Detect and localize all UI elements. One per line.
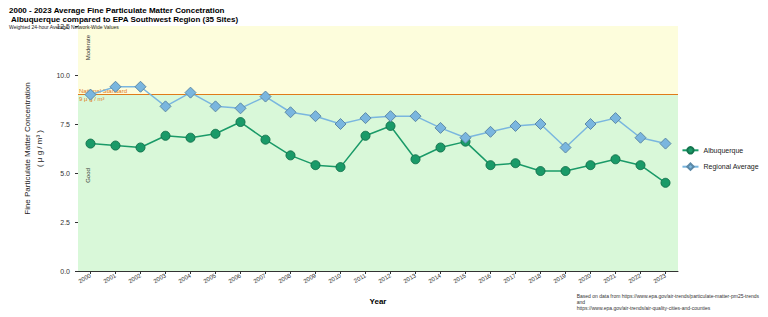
svg-text:2004: 2004 — [177, 272, 192, 284]
svg-text:Fine Particulate Matter Concen: Fine Particulate Matter Concentration — [23, 82, 32, 215]
svg-text:2008: 2008 — [277, 272, 292, 284]
svg-text:2.5: 2.5 — [60, 219, 70, 226]
svg-text:2006: 2006 — [227, 272, 242, 284]
svg-text:2023: 2023 — [652, 272, 667, 284]
svg-text:Moderate: Moderate — [85, 34, 91, 60]
svg-text:7.5: 7.5 — [60, 121, 70, 128]
svg-text:2011: 2011 — [353, 272, 368, 284]
svg-text:and: and — [576, 299, 585, 305]
svg-text:( μ g / m³ ): ( μ g / m³ ) — [35, 130, 44, 167]
svg-text:Albuquerque compared to EPA So: Albuquerque compared to EPA Southwest Re… — [9, 15, 238, 24]
svg-text:10.0: 10.0 — [56, 72, 70, 79]
svg-text:2002: 2002 — [127, 272, 142, 284]
svg-text:2022: 2022 — [627, 272, 642, 284]
svg-text:2013: 2013 — [402, 272, 417, 284]
svg-text:2018: 2018 — [527, 272, 542, 284]
svg-text:2000: 2000 — [77, 272, 92, 284]
svg-text:Regional Average: Regional Average — [703, 163, 758, 171]
svg-text:Based on data from https://www: Based on data from https://www.epa.gov/a… — [577, 293, 760, 299]
svg-text:Good: Good — [85, 168, 91, 183]
svg-text:Year: Year — [370, 297, 387, 306]
svg-text:2009: 2009 — [302, 272, 317, 284]
svg-text:2012: 2012 — [377, 272, 392, 284]
svg-text:2001: 2001 — [102, 272, 117, 284]
svg-text:9 μ g / m³: 9 μ g / m³ — [79, 95, 105, 102]
svg-text:National Standard: National Standard — [79, 87, 127, 94]
svg-text:2017: 2017 — [502, 272, 517, 284]
svg-text:https://www.epa.gov/air-trends: https://www.epa.gov/air-trends/air-quali… — [577, 305, 711, 311]
svg-text:2021: 2021 — [602, 272, 617, 284]
svg-text:2003: 2003 — [152, 272, 167, 284]
svg-text:2014: 2014 — [427, 272, 442, 284]
svg-text:2015: 2015 — [452, 272, 467, 284]
svg-text:5.0: 5.0 — [60, 170, 70, 177]
svg-text:2000 - 2023 Average Fine Parti: 2000 - 2023 Average Fine Particulate Mat… — [9, 6, 225, 15]
svg-text:2005: 2005 — [202, 272, 217, 284]
svg-text:2020: 2020 — [577, 272, 592, 284]
svg-text:Albuquerque: Albuquerque — [703, 147, 743, 155]
svg-text:Weighted 24-hour Average, Netw: Weighted 24-hour Average, Network-Wide V… — [9, 24, 119, 30]
svg-text:0.0: 0.0 — [60, 268, 70, 275]
svg-text:2010: 2010 — [327, 272, 342, 284]
svg-text:2016: 2016 — [477, 272, 492, 284]
svg-text:2007: 2007 — [252, 272, 267, 284]
svg-text:2019: 2019 — [552, 272, 567, 284]
